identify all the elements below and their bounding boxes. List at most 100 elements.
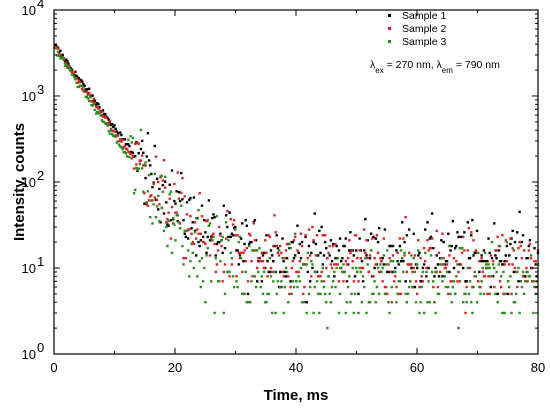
data-point [405, 301, 409, 304]
data-point [447, 285, 450, 289]
data-point [352, 254, 356, 257]
data-point [430, 270, 434, 274]
data-point [345, 280, 349, 283]
data-point [390, 285, 394, 289]
data-point [496, 292, 499, 296]
legend-marker [388, 27, 391, 30]
data-point [231, 223, 235, 226]
data-point [526, 270, 529, 274]
data-point [93, 99, 97, 102]
data-point [134, 142, 137, 146]
data-point [374, 237, 377, 240]
data-point [121, 138, 124, 142]
data-point [407, 251, 411, 255]
data-point [244, 270, 247, 274]
data-point [449, 292, 452, 296]
data-point [201, 280, 205, 283]
data-point [532, 311, 535, 315]
data-point [343, 244, 346, 248]
data-point [260, 251, 264, 255]
data-point [342, 280, 345, 283]
data-point [250, 240, 253, 244]
data-point [505, 244, 509, 248]
data-point [227, 239, 230, 242]
data-point [191, 251, 194, 255]
data-point [462, 235, 465, 239]
data-point [459, 235, 463, 239]
data-point [441, 280, 444, 283]
data-point [321, 234, 324, 237]
data-point [188, 198, 191, 202]
data-point [489, 285, 493, 289]
data-point [183, 232, 186, 235]
data-point [219, 234, 222, 237]
data-point [427, 249, 430, 252]
data-point [509, 242, 512, 246]
data-point [503, 311, 506, 315]
data-point [323, 234, 327, 237]
data-point [464, 292, 467, 296]
data-point [499, 285, 503, 289]
data-point [499, 259, 503, 263]
data-point [337, 280, 341, 283]
data-point [375, 234, 379, 237]
data-point [120, 140, 123, 143]
data-point [302, 292, 305, 296]
data-point [259, 285, 262, 289]
data-point [147, 173, 151, 177]
data-point [396, 259, 399, 263]
data-point [486, 266, 489, 270]
data-point [322, 285, 326, 289]
data-point [420, 275, 423, 278]
data-point [462, 301, 465, 304]
data-point [513, 240, 517, 244]
data-point [407, 228, 411, 231]
data-point [315, 234, 319, 237]
data-point [502, 270, 505, 274]
data-point [160, 206, 163, 210]
data-point [261, 259, 265, 263]
y-tick-label: 10 [22, 89, 36, 104]
data-point [120, 133, 123, 137]
data-point [298, 242, 301, 246]
data-point [87, 91, 91, 95]
data-point [426, 221, 429, 224]
data-point [192, 266, 196, 270]
data-point [163, 186, 167, 189]
data-point [414, 301, 418, 304]
data-point [360, 259, 364, 263]
data-point [354, 249, 358, 252]
data-point [224, 221, 228, 224]
data-point [329, 301, 333, 304]
data-point [445, 263, 449, 266]
em-value: = 790 nm [453, 59, 500, 71]
data-point [196, 275, 199, 278]
data-point [452, 280, 456, 283]
data-point [245, 246, 249, 250]
data-point [320, 270, 323, 274]
data-point [298, 280, 301, 283]
data-point [511, 263, 514, 266]
data-point [265, 301, 268, 304]
data-point [510, 311, 513, 315]
data-point [111, 123, 114, 126]
data-point [230, 257, 234, 260]
data-point [323, 240, 327, 244]
data-point [279, 270, 282, 274]
data-point [185, 213, 189, 216]
data-point [241, 222, 244, 225]
data-point [208, 254, 212, 257]
data-point [186, 249, 190, 252]
data-point [486, 292, 489, 296]
data-point [326, 326, 329, 330]
data-point [508, 285, 511, 289]
data-point [419, 257, 422, 260]
data-point [157, 194, 160, 198]
data-point [457, 270, 460, 274]
data-point [381, 280, 384, 283]
data-point [252, 249, 255, 252]
data-point [456, 263, 459, 266]
data-point [328, 254, 331, 257]
data-point [374, 263, 377, 266]
data-point [297, 275, 300, 278]
